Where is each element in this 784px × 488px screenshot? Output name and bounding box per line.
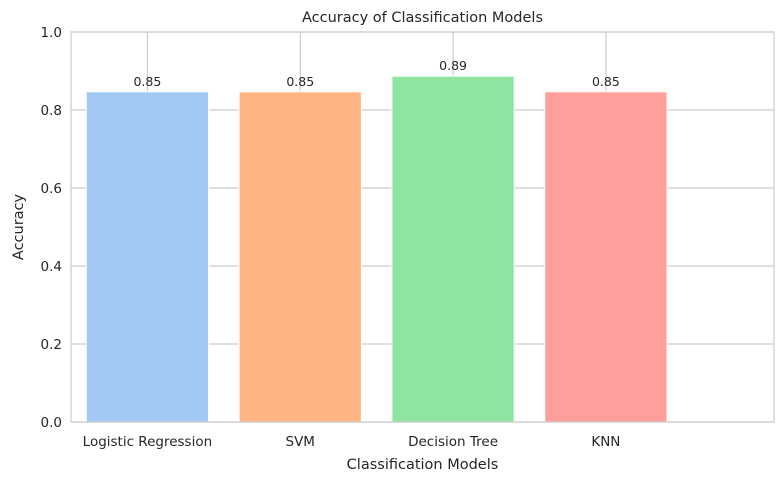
x-axis-label: Classification Models — [347, 457, 499, 473]
bar-value-label: 0.85 — [592, 74, 620, 89]
bar-value-label: 0.89 — [439, 58, 467, 73]
y-tick-label: 0.8 — [41, 103, 62, 119]
data-labels: 0.85 0.85 0.89 0.85 — [133, 58, 619, 89]
x-tick-label: Logistic Regression — [83, 434, 213, 450]
bar — [238, 91, 362, 423]
bar — [391, 75, 515, 423]
x-tick-label: SVM — [286, 434, 315, 450]
x-tick-labels: Logistic Regression SVM Decision Tree KNN — [83, 434, 621, 450]
y-tick-labels: 0.0 0.2 0.4 0.6 0.8 1.0 — [41, 25, 62, 431]
x-tick-label: KNN — [591, 434, 620, 450]
y-tick-label: 0.4 — [41, 259, 62, 275]
plot-frame — [70, 31, 775, 423]
y-axis-label: Accuracy — [11, 193, 27, 260]
y-tick-label: 0.0 — [41, 415, 62, 431]
y-tick-label: 0.2 — [41, 337, 62, 353]
bar — [85, 91, 210, 423]
y-tick-label: 1.0 — [41, 25, 62, 41]
bars — [85, 75, 668, 423]
chart-title: Accuracy of Classification Models — [302, 10, 543, 26]
bar-value-label: 0.85 — [286, 74, 314, 89]
bar-value-label: 0.85 — [133, 74, 161, 89]
y-tick-label: 0.6 — [41, 181, 62, 197]
x-tick-label: Decision Tree — [408, 434, 498, 450]
bar — [544, 91, 668, 423]
